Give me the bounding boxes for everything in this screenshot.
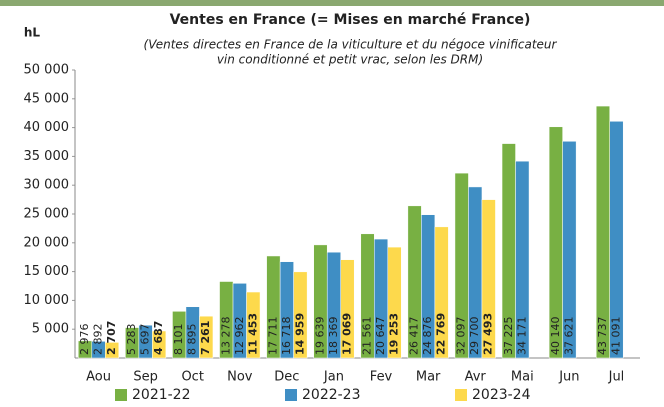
bar [387,246,402,359]
data-label: 2 976 [78,324,91,356]
x-tick-label: Jun [558,370,579,385]
data-label: 24 876 [421,317,434,356]
bar [609,121,624,359]
x-tick-label: Dec [274,370,299,385]
data-label: 22 769 [435,313,448,355]
x-tick-label: Fev [370,370,393,385]
data-label: 16 718 [280,317,293,356]
x-tick-label: Avr [465,370,487,385]
data-label: 2 707 [105,321,118,355]
y-axis-label: hL [24,26,41,40]
y-tick-label: 45 000 [24,91,70,106]
legend-swatch [115,389,127,401]
y-tick-label: 50 000 [24,63,70,78]
x-tick-label: Mai [511,370,534,385]
bar [481,199,496,359]
x-tick-label: Sep [133,370,158,385]
data-label: 19 253 [388,313,401,355]
data-label: 20 647 [374,317,387,356]
x-tick-label: Jul [608,370,625,385]
legend-label: 2021-22 [132,387,191,403]
data-label: 32 097 [455,317,468,356]
y-tick-label: 5 000 [32,322,69,337]
legend-swatch [455,389,467,401]
y-tick-label: 20 000 [24,235,70,250]
x-tick-label: Aou [86,370,111,385]
data-label: 43 737 [596,317,609,356]
x-tick-label: Oct [181,370,203,385]
data-label: 19 639 [313,317,326,356]
top-band [0,0,664,6]
data-label: 17 069 [340,313,353,355]
x-tick-label: Jan [323,370,344,385]
y-tick-label: 35 000 [24,149,70,164]
data-label: 41 091 [609,317,622,356]
data-label: 12 962 [233,317,246,356]
y-tick-label: 10 000 [24,293,70,308]
subtitle: vin conditionné et petit vrac, selon les… [217,53,483,67]
data-label: 5 283 [125,324,138,356]
data-label: 27 493 [482,313,495,355]
y-tick-label: 30 000 [24,178,70,193]
data-label: 17 711 [266,317,279,356]
y-tick-label: 15 000 [24,264,70,279]
data-label: 8 101 [172,324,185,356]
y-tick-label: 40 000 [24,120,70,135]
x-tick-label: Mar [416,370,441,385]
data-label: 7 261 [199,321,212,355]
data-label: 40 140 [549,317,562,356]
data-label: 29 700 [468,316,481,355]
data-label: 21 561 [361,317,374,356]
bar [199,315,214,359]
data-label: 37 225 [502,317,515,355]
bar [246,291,261,359]
legend-label: 2022-23 [302,387,361,403]
bar [434,226,449,359]
bar [152,330,167,359]
data-label: 11 453 [246,313,259,355]
data-label: 5 697 [139,324,152,356]
data-label: 34 171 [515,317,528,356]
data-label: 26 417 [408,317,421,356]
bar [293,271,308,359]
data-label: 14 959 [293,313,306,355]
data-label: 8 895 [186,324,199,356]
legend-swatch [285,389,297,401]
legend-label: 2023-24 [472,387,531,403]
x-tick-label: Nov [227,370,253,385]
data-label: 37 621 [562,317,575,356]
y-tick-label: 25 000 [24,207,70,222]
data-label: 4 687 [152,321,165,355]
data-label: 18 369 [327,317,340,356]
subtitle: (Ventes directes en France de la viticul… [144,38,558,52]
chart-title: Ventes en France (= Mises en marché Fran… [170,12,531,28]
bar [562,141,577,359]
data-label: 2 892 [92,324,105,356]
data-label: 13 278 [219,317,232,356]
bar [105,342,120,359]
bar [515,160,530,359]
bar [340,259,355,359]
